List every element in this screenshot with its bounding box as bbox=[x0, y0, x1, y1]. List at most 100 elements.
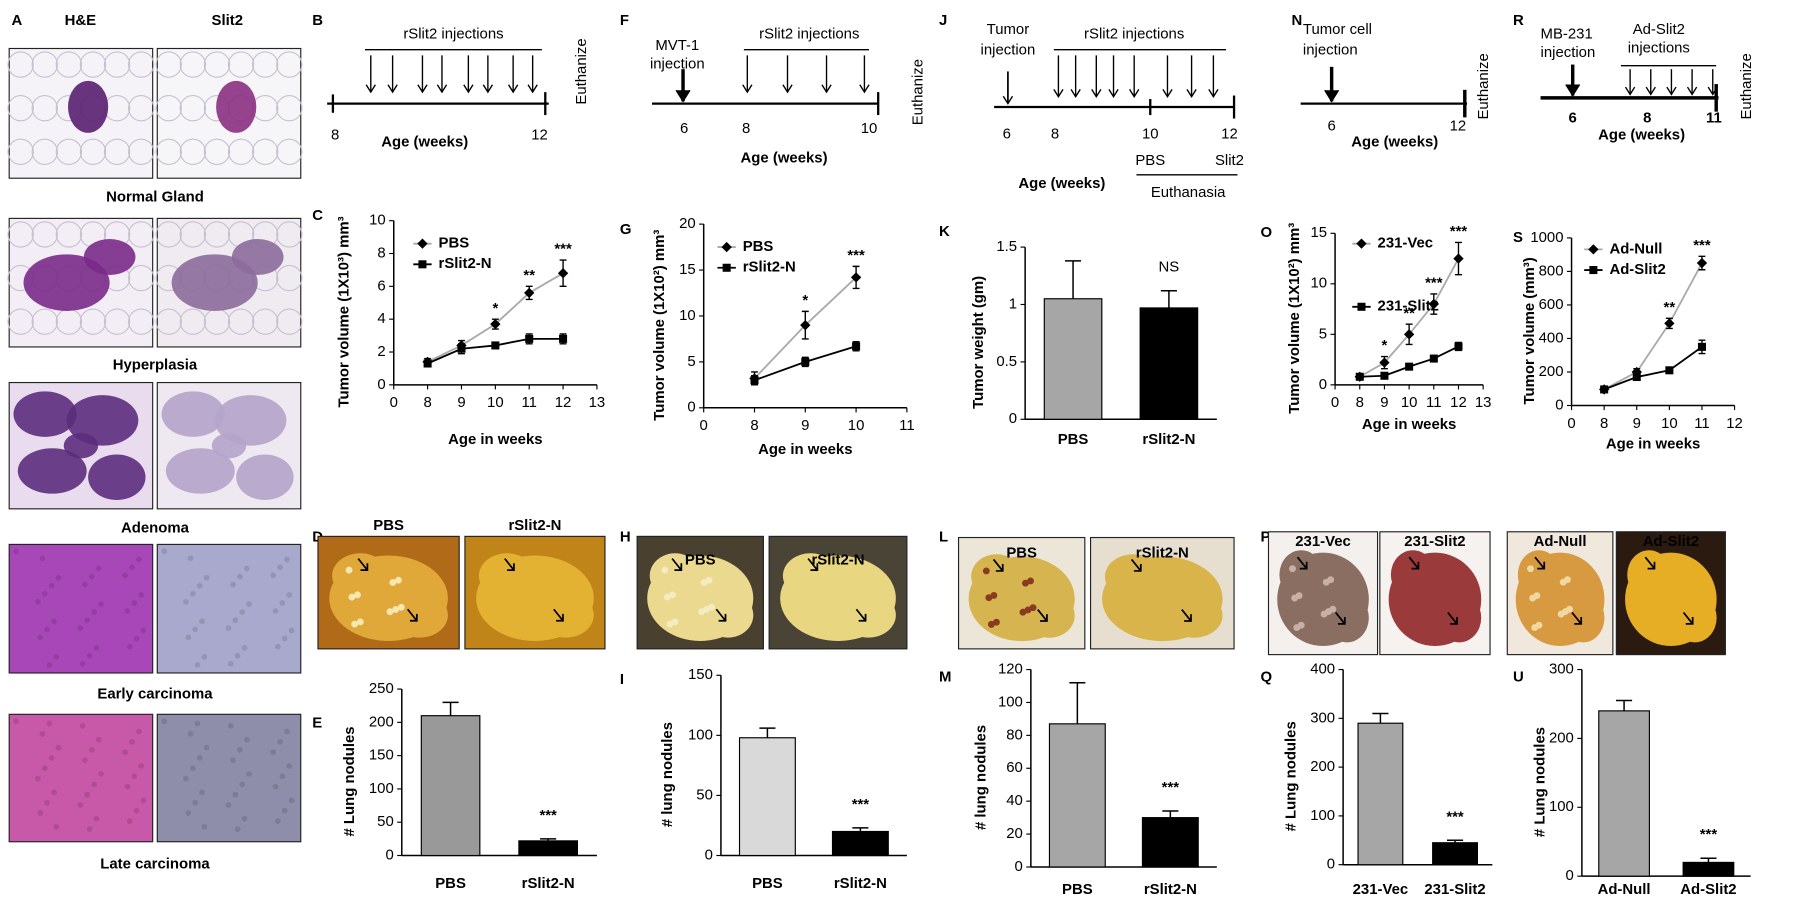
arrow-head bbox=[782, 84, 793, 94]
category-label: 231-Slit2 bbox=[1424, 881, 1485, 898]
y-tick-label: 10 bbox=[1310, 275, 1327, 292]
tissue bbox=[23, 254, 110, 311]
panel-letter: J bbox=[939, 12, 947, 29]
fat-cell bbox=[79, 51, 107, 78]
cell-texture bbox=[192, 799, 199, 806]
fat-cell bbox=[127, 51, 155, 78]
category-label: Ad-Null bbox=[1598, 881, 1651, 898]
cell-texture bbox=[129, 564, 135, 571]
histology-image bbox=[156, 543, 302, 674]
marker bbox=[457, 344, 466, 353]
cell-texture bbox=[272, 608, 279, 614]
marker bbox=[1454, 342, 1463, 351]
arrow-head bbox=[1208, 88, 1219, 99]
fat-cell bbox=[203, 221, 231, 248]
cell-texture bbox=[230, 757, 236, 764]
cell-texture bbox=[126, 818, 133, 824]
photo-label: rSlit2-N bbox=[1136, 545, 1189, 562]
nodule bbox=[1533, 592, 1541, 600]
arrow-head bbox=[1624, 86, 1636, 96]
category-label: rSlit2-N bbox=[522, 875, 575, 892]
cell-texture bbox=[288, 797, 295, 804]
bar bbox=[1682, 861, 1735, 877]
fat-cell bbox=[276, 221, 303, 248]
cell-texture bbox=[183, 598, 189, 605]
y-tick-label: 1 bbox=[1009, 295, 1017, 312]
column-header: H&E bbox=[65, 12, 97, 29]
organ bbox=[478, 553, 535, 599]
cell-texture bbox=[131, 600, 138, 606]
arrow-head bbox=[417, 84, 428, 94]
marker bbox=[750, 376, 759, 385]
arrow-head bbox=[1686, 86, 1698, 96]
tissue bbox=[17, 448, 87, 494]
caption: Late carcinoma bbox=[100, 856, 210, 873]
arrow-head bbox=[463, 84, 474, 94]
arrow-head bbox=[1053, 88, 1064, 99]
y-tick-label: 200 bbox=[1539, 363, 1564, 380]
series-line bbox=[1359, 345, 1459, 378]
y-tick-label: 60 bbox=[1006, 759, 1023, 776]
fat-cell bbox=[203, 51, 231, 78]
marker bbox=[1589, 266, 1598, 275]
cell-texture bbox=[243, 736, 250, 743]
label: 12 bbox=[1450, 117, 1467, 134]
cell-texture bbox=[133, 635, 140, 642]
cell-texture bbox=[161, 718, 168, 725]
pointer-arrow bbox=[357, 558, 369, 571]
marker bbox=[1632, 372, 1641, 382]
x-tick-label: 11 bbox=[1426, 394, 1441, 411]
cell-texture bbox=[286, 592, 293, 598]
cell-texture bbox=[199, 618, 205, 625]
organ bbox=[1673, 593, 1717, 643]
caption: Adenoma bbox=[121, 519, 190, 536]
nodule bbox=[982, 567, 990, 575]
photo-label: PBS bbox=[1006, 545, 1037, 562]
cell-texture bbox=[234, 826, 241, 832]
arrow-head bbox=[1108, 88, 1119, 99]
cell-texture bbox=[183, 775, 189, 782]
pointer-arrow bbox=[1334, 611, 1346, 625]
cell-texture bbox=[48, 755, 55, 761]
arrow-head bbox=[1070, 88, 1081, 99]
cell-texture bbox=[196, 582, 203, 589]
pointer-arrow bbox=[855, 608, 867, 622]
arrow-head bbox=[821, 84, 832, 94]
y-tick-label: 15 bbox=[679, 261, 696, 278]
fat-cell bbox=[31, 138, 58, 166]
x-tick-label: 0 bbox=[700, 417, 708, 434]
marker bbox=[490, 318, 501, 330]
organ bbox=[1562, 593, 1605, 643]
cell-texture bbox=[232, 617, 239, 624]
panel-letter: Q bbox=[1260, 669, 1272, 686]
cell-texture bbox=[192, 626, 199, 633]
significance: ** bbox=[1403, 305, 1415, 322]
x-tick-label: 8 bbox=[750, 417, 758, 434]
cell-texture bbox=[203, 744, 210, 751]
y-tick-label: 0 bbox=[1015, 858, 1023, 875]
cell-texture bbox=[239, 781, 246, 788]
fat-cell bbox=[227, 138, 255, 166]
fat-cell bbox=[103, 138, 131, 166]
label: Age (weeks) bbox=[381, 134, 468, 151]
arrow-head bbox=[527, 84, 538, 94]
label: Tumor bbox=[987, 21, 1030, 38]
error-bar bbox=[1372, 712, 1389, 724]
marker bbox=[1696, 257, 1708, 269]
error-bar bbox=[540, 838, 557, 841]
marker bbox=[850, 272, 862, 283]
arrow-head bbox=[675, 89, 691, 103]
fat-cell bbox=[103, 308, 131, 335]
cell-texture bbox=[185, 634, 192, 641]
cell-texture bbox=[272, 783, 279, 790]
label: 6 bbox=[1327, 117, 1335, 134]
pointer-arrow bbox=[992, 558, 1004, 572]
arrow-head bbox=[507, 84, 519, 94]
y-tick-label: 1.5 bbox=[996, 238, 1017, 255]
significance: *** bbox=[1446, 808, 1464, 825]
arrow-head bbox=[1129, 88, 1140, 99]
y-tick-label: 300 bbox=[1549, 660, 1574, 677]
label: 8 bbox=[331, 127, 339, 144]
x-tick-label: 8 bbox=[1356, 394, 1364, 411]
